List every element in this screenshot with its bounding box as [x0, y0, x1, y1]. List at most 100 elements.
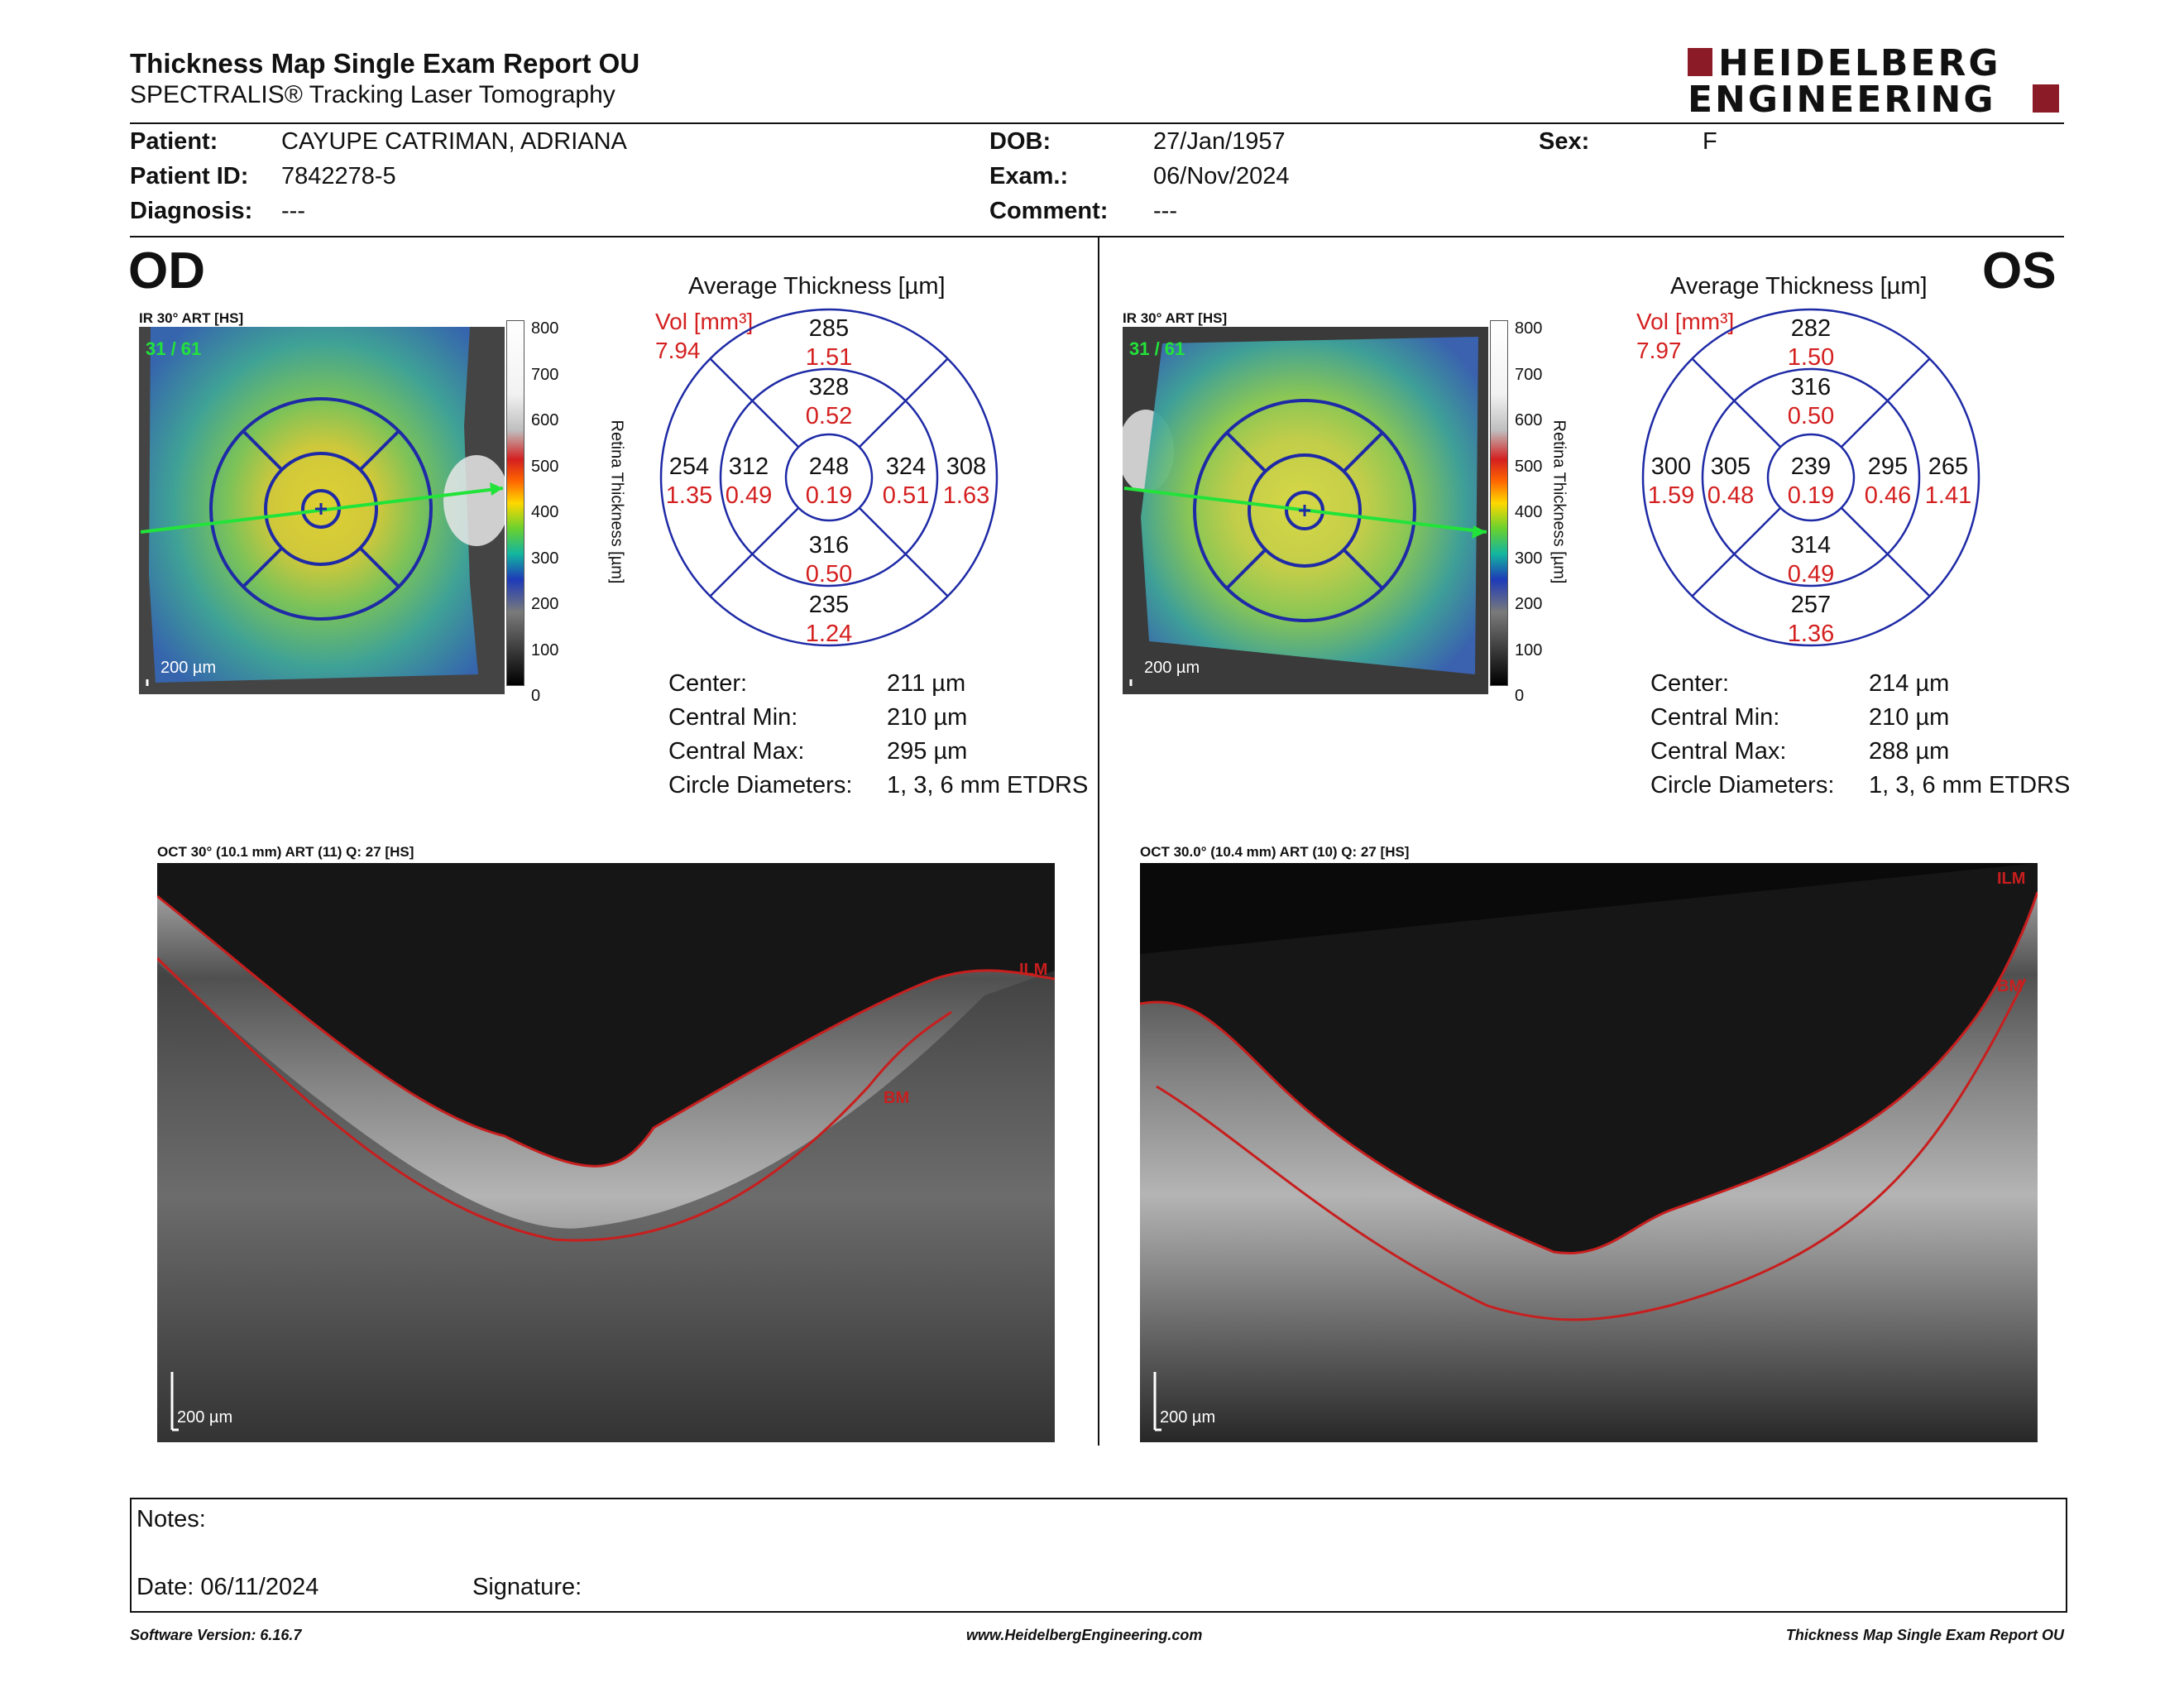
od-center-label: Center: [668, 670, 748, 697]
od-etdrs-grid: 285 1.51 328 0.52 254 1.35 312 0.49 248 … [659, 308, 999, 647]
os-colorbar-ticks: 800 700 600 500 400 300 200 100 0 [1515, 306, 1542, 720]
os-inner-left: 305 [1711, 453, 1751, 480]
od-inner-superior: 328 [809, 374, 849, 400]
od-colorbar-label: Retina Thickness [µm] [607, 420, 626, 584]
os-center-vol: 0.19 [1788, 482, 1834, 509]
od-circle-diameters-label: Circle Diameters: [668, 772, 853, 798]
od-colorbar-ticks: 800 700 600 500 400 300 200 100 0 [531, 306, 558, 720]
os-circle-diameters-label: Circle Diameters: [1650, 772, 1835, 798]
footer-report-name: Thickness Map Single Exam Report OU [1785, 1627, 2064, 1643]
tick: 200 [1515, 595, 1543, 613]
os-outer-superior-vol: 1.50 [1788, 344, 1834, 371]
od-center-vol: 0.19 [806, 482, 852, 509]
od-bm-label: BM [884, 1089, 909, 1107]
os-thickness-map: 31 / 61 200 µm [1123, 327, 1488, 694]
os-etdrs-grid: 282 1.50 316 0.50 300 1.59 305 0.48 239 … [1641, 308, 1980, 647]
od-oct-scan: ILM BM 200 µm [157, 863, 1055, 1442]
od-colorbar [506, 320, 524, 686]
tick: 400 [1515, 503, 1543, 521]
sex-label: Sex: [1539, 128, 1590, 155]
dob-label: DOB: [989, 128, 1051, 155]
os-map-scale: 200 µm [1144, 659, 1200, 677]
od-central-min-value: 210 µm [887, 704, 968, 731]
logo-text-top: HEIDELBERG [1718, 42, 2001, 84]
od-inner-right-vol: 0.51 [883, 482, 929, 509]
os-eye-label: OS [1982, 242, 2057, 300]
od-outer-right: 308 [946, 453, 986, 480]
dob-value: 27/Jan/1957 [1153, 128, 1286, 155]
tick: 700 [1515, 365, 1543, 384]
od-inner-superior-vol: 0.52 [806, 403, 852, 429]
sex-value: F [1703, 128, 1717, 155]
os-central-min-value: 210 µm [1869, 704, 1950, 731]
od-vol-total: 7.94 [655, 338, 701, 363]
os-inner-right-vol: 0.46 [1865, 482, 1911, 509]
tick: 100 [531, 640, 559, 659]
tick: 200 [531, 595, 559, 613]
os-circle-diameters-value: 1, 3, 6 mm ETDRS [1869, 772, 2071, 798]
os-outer-right: 265 [1928, 453, 1968, 480]
logo-text-bottom: ENGINEERING [1688, 79, 1996, 121]
patient-name: CAYUPE CATRIMAN, ADRIANA [281, 128, 627, 155]
os-ilm-label: ILM [1997, 870, 2025, 888]
os-oct-scan: ILM BM 200 µm [1140, 863, 2038, 1442]
os-bm-label: BM [1997, 977, 2023, 995]
tick: 800 [531, 319, 559, 338]
report-subtitle: SPECTRALIS® Tracking Laser Tomography [130, 81, 615, 108]
od-vol-label: Vol [mm³] [655, 309, 754, 334]
od-outer-left-vol: 1.35 [666, 482, 712, 509]
tick: 600 [531, 411, 559, 429]
od-circle-diameters-value: 1, 3, 6 mm ETDRS [887, 772, 1089, 798]
os-central-min-label: Central Min: [1650, 704, 1780, 731]
os-center: 239 [1791, 453, 1831, 480]
center-divider [1098, 237, 1099, 1446]
od-central-max-value: 295 µm [887, 738, 968, 765]
os-inner-superior: 316 [1791, 374, 1831, 400]
diagnosis-label: Diagnosis: [130, 198, 253, 224]
os-central-max-label: Central Max: [1650, 738, 1787, 765]
os-frame-counter: 31 / 61 [1129, 338, 1185, 359]
os-center-value: 214 µm [1869, 670, 1950, 697]
os-outer-right-vol: 1.41 [1925, 482, 1971, 509]
od-outer-superior-vol: 1.51 [806, 344, 852, 371]
os-vol-label: Vol [mm³] [1636, 309, 1735, 334]
tick: 0 [1515, 687, 1525, 705]
od-oct-scale: 200 µm [177, 1408, 232, 1427]
od-outer-inferior: 235 [809, 592, 849, 618]
od-avg-title: Average Thickness [µm] [688, 273, 946, 300]
od-ir-label: IR 30° ART [HS] [139, 310, 244, 326]
od-thickness-map: 31 / 61 200 µm [139, 327, 505, 694]
notes-date: Date: 06/11/2024 [136, 1574, 319, 1600]
tick: 800 [1515, 319, 1543, 338]
od-oct-label: OCT 30° (10.1 mm) ART (11) Q: 27 [HS] [157, 844, 414, 860]
patient-id: 7842278-5 [281, 163, 396, 189]
report-title: Thickness Map Single Exam Report OU [130, 48, 640, 79]
os-inner-inferior-vol: 0.49 [1788, 561, 1834, 587]
od-center-value: 211 µm [887, 670, 966, 697]
exam-date: 06/Nov/2024 [1153, 163, 1290, 189]
od-central-min-label: Central Min: [668, 704, 798, 731]
os-inner-inferior: 314 [1791, 532, 1831, 559]
tick: 400 [531, 503, 559, 521]
website-link[interactable]: www.HeidelbergEngineering.com [966, 1627, 1203, 1643]
notes-box[interactable]: Notes: Date: 06/11/2024 Signature: [130, 1498, 2067, 1613]
od-eye-label: OD [128, 242, 205, 300]
software-version: Software Version: 6.16.7 [130, 1627, 302, 1643]
os-outer-superior: 282 [1791, 315, 1831, 342]
tick: 700 [531, 365, 559, 384]
od-inner-left: 312 [729, 453, 769, 480]
os-colorbar-label: Retina Thickness [µm] [1549, 420, 1569, 584]
tick: 0 [531, 687, 541, 705]
os-colorbar [1490, 320, 1508, 686]
exam-label: Exam.: [989, 163, 1069, 189]
od-outer-inferior-vol: 1.24 [806, 621, 852, 647]
os-central-max-value: 288 µm [1869, 738, 1950, 765]
od-frame-counter: 31 / 61 [146, 338, 201, 359]
os-oct-scale: 200 µm [1160, 1408, 1215, 1427]
comment-value: --- [1153, 198, 1177, 224]
signature-label: Signature: [472, 1574, 582, 1600]
os-avg-title: Average Thickness [µm] [1670, 273, 1928, 300]
os-vol-total: 7.97 [1636, 338, 1682, 363]
patient-divider [130, 236, 2064, 237]
notes-label: Notes: [136, 1506, 206, 1532]
